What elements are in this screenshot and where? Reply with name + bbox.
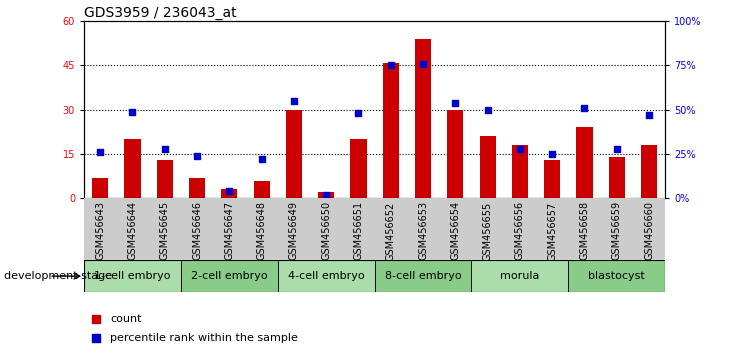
Bar: [383, 63, 399, 198]
Point: [546, 151, 558, 157]
FancyBboxPatch shape: [181, 260, 278, 292]
Point: [94, 149, 106, 155]
Bar: [447, 110, 463, 198]
Text: 4-cell embryo: 4-cell embryo: [288, 271, 365, 281]
Bar: [254, 181, 270, 198]
Bar: [415, 39, 431, 198]
Bar: [156, 160, 173, 198]
Text: GSM456643: GSM456643: [95, 201, 105, 260]
Text: 8-cell embryo: 8-cell embryo: [385, 271, 461, 281]
Bar: [286, 110, 302, 198]
Text: GSM456646: GSM456646: [192, 201, 202, 260]
Text: GSM456657: GSM456657: [548, 201, 557, 261]
Point: [159, 146, 170, 152]
Point: [643, 112, 655, 118]
Point: [450, 100, 461, 105]
Point: [417, 61, 429, 67]
FancyBboxPatch shape: [569, 260, 665, 292]
Text: 2-cell embryo: 2-cell embryo: [191, 271, 268, 281]
Text: GSM456647: GSM456647: [224, 201, 235, 261]
Point: [288, 98, 300, 104]
FancyBboxPatch shape: [278, 260, 374, 292]
Bar: [221, 189, 238, 198]
Text: GSM456659: GSM456659: [612, 201, 622, 261]
Point: [482, 107, 493, 113]
Text: GDS3959 / 236043_at: GDS3959 / 236043_at: [84, 6, 237, 20]
Point: [352, 110, 364, 116]
Bar: [92, 178, 108, 198]
Text: morula: morula: [500, 271, 539, 281]
Text: GSM456645: GSM456645: [160, 201, 170, 261]
Text: GSM456655: GSM456655: [482, 201, 493, 261]
Bar: [318, 192, 334, 198]
Point: [90, 336, 102, 341]
Bar: [512, 145, 528, 198]
Text: GSM456653: GSM456653: [418, 201, 428, 261]
Bar: [641, 145, 657, 198]
Text: GSM456648: GSM456648: [257, 201, 267, 260]
Point: [90, 316, 102, 322]
Bar: [350, 139, 366, 198]
Point: [126, 109, 138, 114]
Point: [256, 156, 268, 162]
Text: GSM456660: GSM456660: [644, 201, 654, 260]
Text: GSM456644: GSM456644: [127, 201, 137, 260]
Text: GSM456656: GSM456656: [515, 201, 525, 261]
Text: GSM456652: GSM456652: [386, 201, 395, 261]
Bar: [124, 139, 140, 198]
Point: [224, 188, 235, 194]
Bar: [480, 136, 496, 198]
FancyBboxPatch shape: [374, 260, 471, 292]
FancyBboxPatch shape: [84, 260, 181, 292]
Point: [579, 105, 591, 111]
Text: percentile rank within the sample: percentile rank within the sample: [110, 333, 298, 343]
Text: count: count: [110, 314, 142, 324]
Point: [514, 146, 526, 152]
Text: GSM456654: GSM456654: [450, 201, 461, 261]
Bar: [609, 157, 625, 198]
Text: 1-cell embryo: 1-cell embryo: [94, 271, 171, 281]
Point: [192, 153, 203, 159]
Point: [611, 146, 623, 152]
Bar: [189, 178, 205, 198]
Text: GSM456650: GSM456650: [321, 201, 331, 261]
Text: GSM456649: GSM456649: [289, 201, 299, 260]
Bar: [544, 160, 560, 198]
FancyBboxPatch shape: [471, 260, 569, 292]
Text: blastocyst: blastocyst: [588, 271, 645, 281]
Point: [385, 63, 397, 68]
Text: development stage: development stage: [4, 271, 112, 281]
Text: GSM456651: GSM456651: [354, 201, 363, 261]
Point: [320, 192, 332, 198]
Bar: [577, 127, 593, 198]
Text: GSM456658: GSM456658: [580, 201, 589, 261]
